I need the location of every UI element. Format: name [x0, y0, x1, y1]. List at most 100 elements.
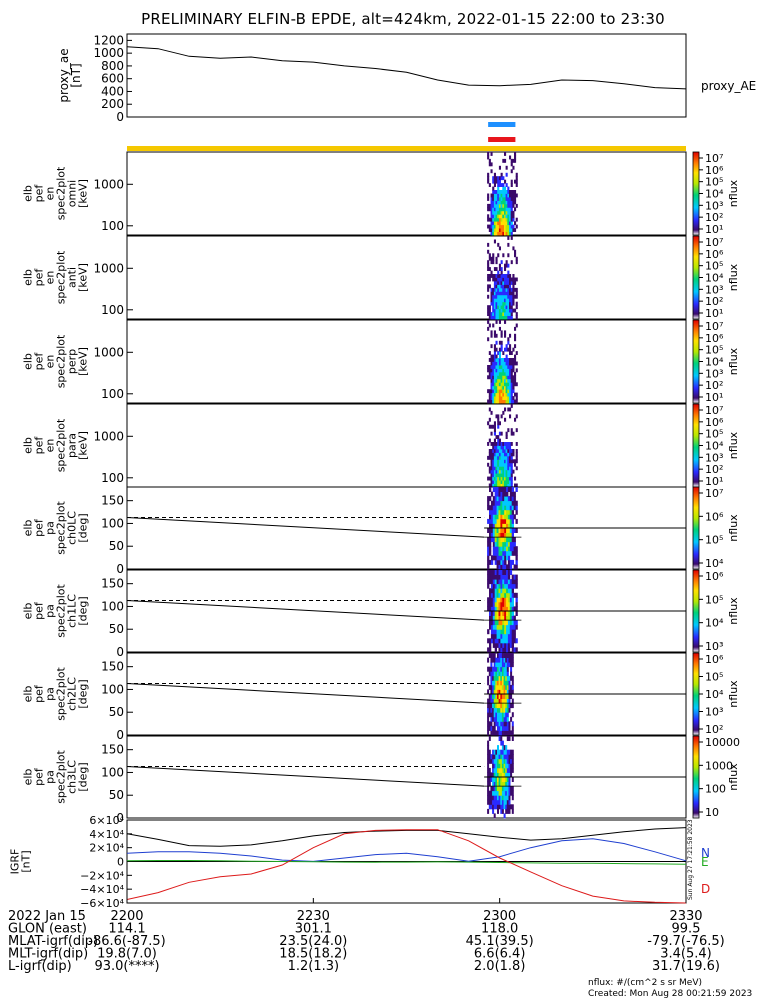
pa-panel-1-cell	[487, 574, 490, 580]
pa-panel-1-cell	[509, 583, 513, 589]
pa-panel-2-cell	[490, 671, 493, 677]
spec-panel-2-cell	[495, 378, 498, 383]
pa-panel-1-cell	[496, 615, 499, 621]
pa-panel-0-cell	[511, 523, 514, 529]
pa-panel-3-cell	[498, 781, 501, 787]
pa-panel-2-cell	[492, 698, 495, 704]
spec-panel-1-cell	[507, 301, 510, 306]
pa-panel-2-cell	[511, 684, 514, 690]
spec-panel-3-colorbar-tick-label: 10²	[705, 463, 723, 476]
spec-panel-2-cell	[515, 382, 518, 387]
spec-panel-1-cell	[498, 287, 501, 292]
spec-panel-3-cell	[509, 455, 512, 460]
pa-panel-2-cell	[497, 721, 499, 727]
pa-panel-2-cell	[500, 689, 503, 695]
pa-panel-0-cell	[509, 541, 513, 547]
spec-panel-1-cell	[492, 294, 495, 299]
pa-panel-3-cell	[488, 754, 491, 760]
spec-panel-1-cell	[493, 287, 496, 292]
pa-panel-3-cell	[498, 749, 501, 755]
spec-panel-2-cell	[512, 399, 515, 404]
pa-panel-1-cell	[507, 638, 511, 644]
pa-panel-1-cell	[496, 601, 499, 607]
pa-panel-2-cell	[497, 653, 499, 658]
spec-panel-2-cell	[498, 351, 501, 355]
spec-panel-1-colorbar-tick-label: 10³	[705, 283, 723, 296]
ae-panel-frame	[126, 33, 687, 118]
spec-panel-1-cell	[490, 312, 493, 316]
spec-panel-1-cell	[490, 287, 493, 292]
spec-panel-2-cell	[505, 378, 508, 383]
spec-panel-2-cell	[502, 392, 505, 397]
pa-panel-3-cell	[506, 777, 509, 782]
spec-panel-0-cell	[514, 155, 517, 160]
pa-panel-3-cell	[487, 763, 490, 769]
spec-panel-0-cell	[502, 186, 505, 191]
pa-panel-2-cell	[493, 698, 496, 704]
spec-panel-2-cell	[488, 351, 491, 355]
pa-panel-2-cell	[503, 662, 506, 668]
spec-panel-3-cell	[507, 455, 510, 460]
spec-panel-3-cell	[497, 469, 500, 474]
pa-panel-1-cell	[498, 606, 501, 612]
spec-panel-2-cell	[500, 399, 503, 404]
spec-panel-0-cell	[497, 176, 500, 181]
spec-panel-1-cell	[488, 274, 491, 278]
pa-panel-3-cell	[490, 799, 493, 805]
pa-panel-2-cell	[487, 712, 490, 718]
pa-panel-1-cell	[498, 597, 501, 603]
pa-panel-1-cell	[494, 633, 497, 639]
pa-panel-0-cell	[494, 514, 497, 520]
pa-panel-3-cell	[487, 740, 490, 746]
pa-panel-2-cell	[505, 725, 508, 731]
spec-panel-2-cell	[490, 396, 493, 400]
spec-panel-0-cell	[515, 203, 518, 208]
spec-panel-2-cell	[512, 378, 515, 383]
spec-panel-0-cell	[507, 200, 510, 205]
spec-panel-3-cell	[497, 435, 500, 439]
pa-panel-1-cell	[487, 597, 490, 603]
pa-panel-3-cell	[493, 795, 496, 801]
spec-panel-3-cell	[493, 483, 496, 488]
spec-panel-0-cell	[497, 183, 500, 187]
pa-panel-1-cell	[504, 620, 507, 626]
pa-panel-0-cell	[502, 555, 505, 561]
spec-panel-2-cell	[514, 375, 517, 380]
spec-panel-3-cell	[490, 442, 493, 446]
spec-panel-3-cell	[498, 459, 501, 464]
spec-panel-3-cell	[514, 459, 517, 464]
pa-panel-2-cell	[490, 707, 493, 713]
spec-panel-1-cell	[493, 291, 496, 296]
spec-panel-1-cell	[493, 239, 496, 244]
pa-panel-2-cell	[490, 721, 493, 727]
spec-panel-0-cell	[505, 200, 508, 205]
spec-panel-1-cell	[495, 308, 498, 313]
pa-panel-0-cell	[504, 559, 507, 565]
spec-panel-0-cell	[497, 231, 500, 236]
pa-panel-2-cell	[490, 680, 493, 686]
pa-panel-2-cell	[498, 671, 501, 677]
pa-panel-2-cell	[508, 662, 511, 668]
pa-panel-2-cell	[488, 712, 491, 718]
pa-panel-0-cell	[511, 546, 514, 552]
spec-panel-2-cell	[488, 375, 491, 380]
spec-panel-0-cell	[507, 197, 510, 201]
spec-panel-0-cell	[504, 197, 507, 201]
spec-panel-1-cell	[509, 315, 512, 320]
pa-panel-0-cell	[511, 518, 514, 524]
spec-panel-0-cell	[500, 210, 503, 215]
pa-panel-1-cell	[511, 588, 514, 594]
spec-panel-2-cell	[514, 399, 517, 404]
pa-panel-2-cell	[487, 666, 490, 672]
pa-panel-3-cell	[500, 740, 503, 746]
spec-panel-2-cell	[505, 347, 508, 352]
pa-panel-0-cell	[507, 550, 511, 556]
spec-panel-2-cell	[504, 399, 507, 404]
spec-panel-3-cell	[498, 442, 501, 446]
spec-panel-1-cell	[492, 277, 495, 282]
spec-panel-1-cell	[498, 246, 501, 251]
spec-panel-2-cell	[502, 361, 505, 366]
spec-panel-0-cell	[500, 217, 503, 222]
pa-panel-2-cell	[510, 657, 513, 663]
pa-panel-1-cell	[500, 570, 503, 575]
